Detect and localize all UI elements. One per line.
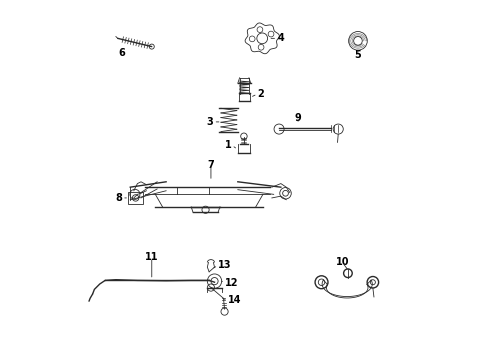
Text: 7: 7: [208, 160, 214, 170]
Text: 10: 10: [336, 257, 349, 267]
Text: 3: 3: [207, 117, 214, 127]
Text: 1: 1: [225, 140, 232, 150]
Text: 13: 13: [218, 260, 232, 270]
Text: 6: 6: [118, 48, 124, 58]
Text: 14: 14: [228, 295, 241, 305]
Text: 2: 2: [258, 89, 264, 99]
Text: 12: 12: [224, 278, 238, 288]
Text: 9: 9: [294, 113, 301, 123]
Text: 8: 8: [115, 193, 122, 203]
Text: 4: 4: [277, 33, 284, 43]
Text: 11: 11: [145, 252, 158, 262]
Text: 5: 5: [355, 50, 361, 60]
